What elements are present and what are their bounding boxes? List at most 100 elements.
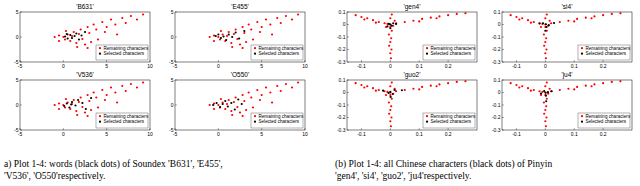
- point: [241, 103, 243, 105]
- point: [366, 85, 368, 87]
- point: [93, 23, 95, 25]
- point: [80, 28, 82, 30]
- point: [435, 17, 437, 19]
- point: [217, 104, 219, 106]
- point: [75, 110, 77, 112]
- points: [54, 13, 145, 49]
- point: [518, 86, 520, 88]
- subplot-title: 'guo2': [404, 71, 421, 79]
- subplot-title: 'ju4': [561, 71, 572, 79]
- x-tick-label: 0: [544, 63, 547, 69]
- x-tick: [305, 128, 306, 130]
- point: [226, 103, 228, 105]
- point: [392, 93, 394, 95]
- point: [363, 18, 365, 20]
- x-tick: [63, 60, 64, 62]
- point: [585, 85, 587, 87]
- point: [404, 89, 406, 91]
- point: [388, 33, 390, 35]
- point: [252, 106, 254, 108]
- x-tick-label: 5: [260, 131, 263, 137]
- legend-label: Remaining characters: [259, 114, 304, 119]
- x-tick: [448, 60, 449, 62]
- point: [602, 82, 604, 84]
- point: [360, 84, 362, 86]
- point: [375, 90, 377, 92]
- point: [220, 98, 222, 100]
- point: [242, 94, 244, 96]
- point: [435, 85, 437, 87]
- x-tick: [574, 128, 575, 130]
- point: [388, 113, 390, 115]
- legend: Remaining charactersSelected characters: [578, 45, 631, 60]
- point: [447, 82, 449, 84]
- point: [265, 18, 267, 20]
- background: [0, 0, 640, 186]
- point: [76, 46, 78, 48]
- y-tick: [502, 105, 504, 106]
- point: [549, 88, 551, 90]
- point: [389, 52, 391, 54]
- point: [401, 89, 403, 91]
- point: [389, 17, 391, 19]
- point: [418, 88, 420, 90]
- point: [101, 89, 103, 91]
- subplot: 'E455'-50510-505Remaining charactersSele…: [169, 3, 308, 69]
- point: [544, 85, 546, 87]
- point: [104, 31, 106, 33]
- y-tick-label: -0.2: [337, 114, 346, 120]
- x-tick: [218, 128, 219, 130]
- x-tick-label: 0: [62, 131, 65, 137]
- x-tick-label: 0: [544, 131, 547, 137]
- x-tick: [63, 128, 64, 130]
- point: [217, 33, 219, 35]
- point: [116, 101, 118, 103]
- y-tick: [347, 92, 349, 93]
- point: [576, 86, 578, 88]
- point: [235, 96, 237, 98]
- legend-label: Selected characters: [431, 51, 472, 56]
- y-tick: [175, 12, 177, 13]
- point: [235, 28, 237, 30]
- y-tick: [502, 37, 504, 38]
- x-tick: [448, 128, 449, 130]
- legend-marker: [99, 121, 101, 123]
- point: [110, 86, 112, 88]
- y-tick-label: 5: [16, 9, 19, 15]
- point: [545, 105, 547, 107]
- legend-marker: [254, 121, 256, 123]
- point: [412, 20, 414, 22]
- point: [242, 47, 244, 49]
- caption: 'gen4', 'si4', 'guo2', 'ju4'respectively…: [335, 171, 471, 181]
- y-tick: [20, 80, 22, 81]
- y-tick: [502, 92, 504, 93]
- point: [533, 89, 535, 91]
- y-tick-label: 0: [498, 89, 501, 95]
- point: [242, 26, 244, 28]
- point: [285, 83, 287, 85]
- point: [543, 101, 545, 103]
- point: [233, 33, 235, 35]
- point: [58, 108, 60, 110]
- subplot: 'guo2'-0.100.10.2-0.3-0.2-0.100.1Remaini…: [337, 71, 477, 137]
- x-tick-label: 10: [147, 63, 153, 69]
- point: [546, 13, 548, 15]
- plot-frame: [175, 12, 305, 62]
- point: [389, 109, 391, 111]
- x-tick-label: -0.1: [357, 63, 366, 69]
- point: [78, 33, 80, 35]
- y-tick-label: -0.3: [492, 127, 501, 133]
- x-tick: [106, 60, 107, 62]
- point: [222, 33, 224, 35]
- point: [390, 37, 392, 39]
- point: [227, 105, 229, 107]
- x-tick: [603, 60, 604, 62]
- subplot-title: 'V536': [76, 71, 94, 78]
- x-tick: [175, 60, 176, 62]
- point: [136, 18, 138, 20]
- point: [271, 101, 273, 103]
- legend-marker: [426, 53, 428, 55]
- x-tick-label: 0: [217, 131, 220, 137]
- point: [90, 97, 92, 99]
- point: [75, 32, 77, 34]
